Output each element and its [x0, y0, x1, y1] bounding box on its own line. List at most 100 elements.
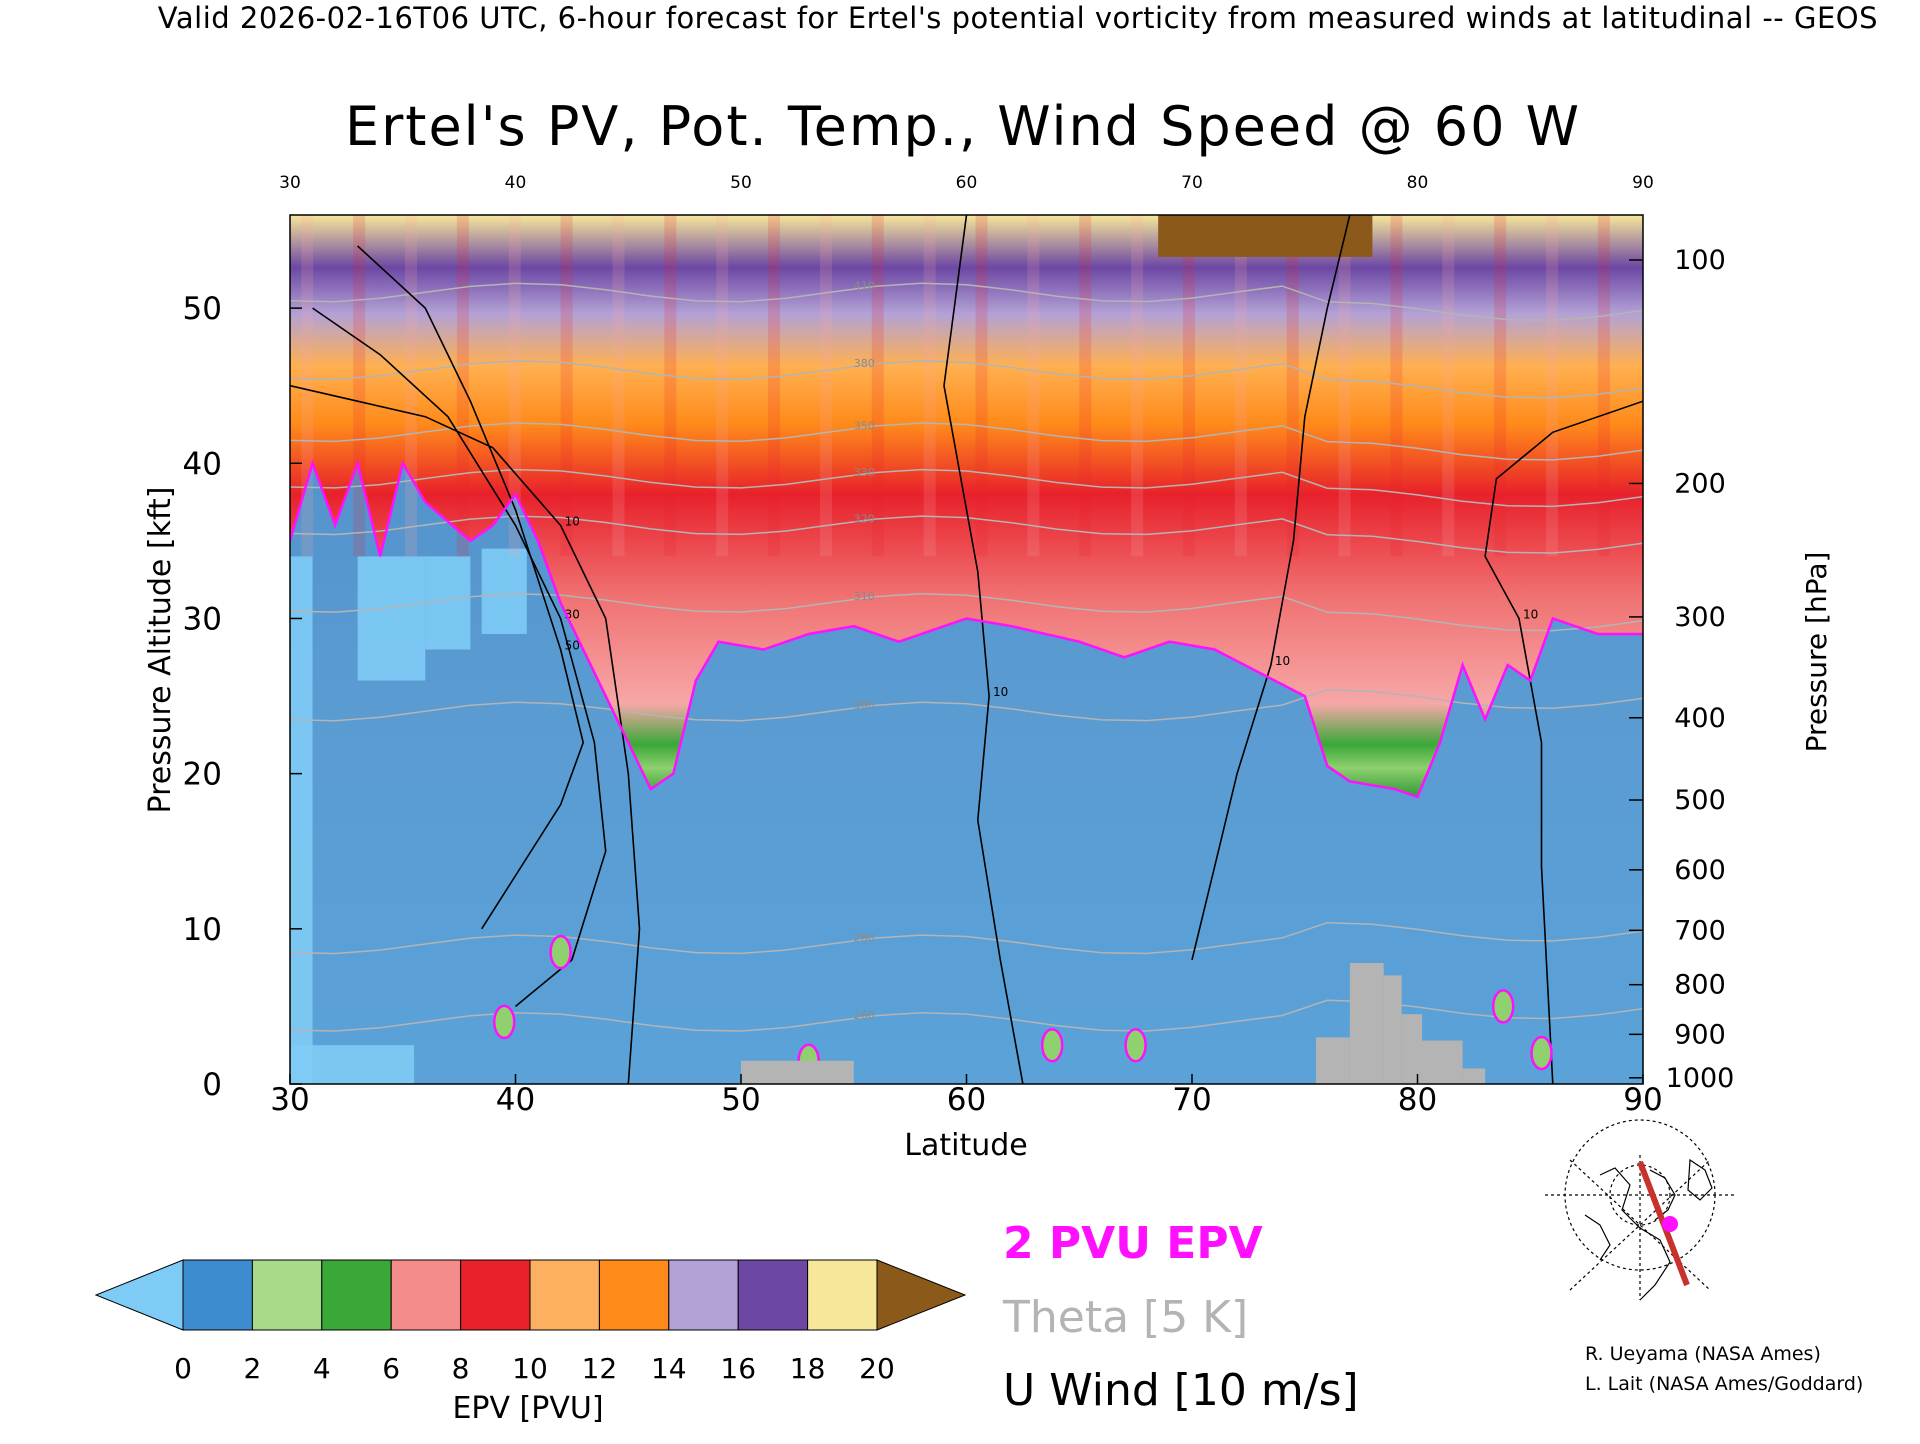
y-axis-right-label: Pressure [hPa] — [1800, 552, 1833, 753]
y-tick-label: 0 — [202, 1067, 222, 1103]
x-tick-label: 30 — [270, 1082, 309, 1118]
low-pv-patches — [290, 548, 527, 1084]
y-tick-label: 10 — [183, 912, 222, 948]
x-top-tick-label: 40 — [505, 173, 527, 193]
wind-contour-label: 10 — [565, 514, 580, 528]
wind-contour-label: 10 — [1523, 607, 1538, 621]
pv-streak — [871, 215, 884, 557]
colorbar-bin — [321, 1259, 392, 1331]
pv-streak — [1338, 215, 1351, 557]
pressure-tick-label: 600 — [1674, 855, 1726, 886]
terrain-block — [1422, 1040, 1463, 1084]
colorbar-bin — [390, 1259, 462, 1331]
header-text: Valid 2026-02-16T06 UTC, 6-hour forecast… — [158, 1, 1878, 35]
theta-line — [290, 282, 1643, 321]
terrain-block — [741, 1060, 854, 1084]
colorbar-bin — [598, 1259, 670, 1331]
theta-label: 380 — [854, 357, 875, 370]
x-top-tick-label: 60 — [956, 173, 978, 193]
colorbar-tick-label: 8 — [452, 1352, 470, 1385]
colorbar-label: EPV [PVU] — [452, 1391, 603, 1426]
low-pv-patch — [425, 556, 471, 650]
theta-line — [290, 515, 1643, 554]
wind-contour — [357, 245, 585, 930]
pv-streak — [975, 215, 988, 557]
credit-line-2: L. Lait (NASA Ames/Goddard) — [1585, 1373, 1863, 1395]
pv-streak — [1546, 215, 1559, 557]
colorbar-bin — [251, 1259, 323, 1331]
legend-theta: Theta [5 K] — [1002, 1292, 1248, 1343]
terrain — [741, 962, 1486, 1084]
pressure-tick-label: 700 — [1674, 915, 1726, 946]
epv-island — [492, 1004, 516, 1040]
theta-line — [290, 468, 1643, 508]
pv-streak — [923, 215, 936, 557]
pv-streak — [1286, 215, 1299, 557]
theta-isentropes: 260 280 300 310 320 330 350 380 410 — [290, 280, 1643, 1032]
wind-contour-label: 50 — [565, 639, 580, 653]
wind-contour — [1484, 400, 1643, 1084]
colorbar-high-arrow — [876, 1259, 967, 1331]
colorbar-bin — [460, 1259, 531, 1331]
pv-streak — [1234, 215, 1247, 557]
pv-streak — [1079, 215, 1092, 557]
theta-label: 310 — [854, 590, 875, 603]
theta-line — [290, 921, 1643, 955]
x-tick-label: 40 — [496, 1082, 535, 1118]
pressure-tick-label: 200 — [1674, 468, 1726, 499]
pv-streak — [1390, 215, 1403, 557]
epv-island — [1530, 1035, 1553, 1071]
colorbar-tick-label: 18 — [790, 1352, 826, 1385]
colorbar-tick-label: 0 — [174, 1352, 192, 1385]
theta-line — [290, 592, 1643, 632]
y-tick-label: 20 — [183, 757, 222, 793]
locator-map-outline — [1545, 1119, 1737, 1301]
x-tick-label: 70 — [1172, 1082, 1211, 1118]
low-pv-patch — [290, 556, 313, 1084]
colorbar-bin — [737, 1259, 809, 1331]
pv-streak — [1131, 215, 1144, 557]
x-tick-label: 60 — [947, 1082, 986, 1118]
colorbar-low-arrow — [94, 1259, 184, 1331]
epv-2pvu-contour — [290, 458, 1643, 799]
terrain-block — [1316, 1037, 1350, 1084]
pv-streak — [508, 215, 521, 557]
wind-contour — [943, 215, 1024, 1084]
y-tick-label: 50 — [183, 291, 222, 327]
legend: 2 PVU EPV Theta [5 K] U Wind [10 m/s] — [1002, 1218, 1359, 1416]
pv-streak — [716, 215, 729, 557]
low-pv-patch — [481, 548, 527, 634]
colorbar-tick-label: 12 — [582, 1352, 618, 1385]
epv-island — [1040, 1027, 1064, 1063]
wind-contour-label: 10 — [1275, 654, 1290, 668]
x-top-tick-label: 50 — [730, 173, 752, 193]
x-top-tick-label: 70 — [1181, 173, 1203, 193]
theta-label: 280 — [854, 931, 875, 944]
wind-contour-label: 10 — [993, 685, 1008, 699]
pressure-tick-label: 1000 — [1666, 1063, 1735, 1094]
pv-streak — [819, 215, 832, 557]
pv-streak — [560, 215, 573, 557]
colorbar-tick-label: 6 — [382, 1352, 400, 1385]
x-axis-label: Latitude — [904, 1128, 1027, 1163]
colorbar-bin — [807, 1259, 878, 1331]
pv-streak — [1494, 215, 1507, 557]
pv-streak — [353, 215, 366, 557]
pressure-tick-label: 900 — [1674, 1019, 1726, 1050]
pressure-tick-label: 300 — [1674, 602, 1726, 633]
y-axis-label: Pressure Altitude [kft] — [143, 487, 178, 814]
terrain-block — [1349, 962, 1384, 1084]
high-pv-region — [1158, 215, 1373, 257]
pressure-tick-label: 800 — [1674, 970, 1726, 1001]
colorbar: 0 2 4 6 8 10 12 14 16 18 20 — [94, 1259, 967, 1385]
theta-label: 260 — [854, 1009, 875, 1022]
terrain-block — [1462, 1068, 1486, 1084]
terrain-block — [1401, 1014, 1423, 1084]
colorbar-tick-label: 16 — [720, 1352, 756, 1385]
theta-line — [290, 999, 1643, 1032]
x-top-tick-label: 30 — [279, 173, 301, 193]
colorbar-tick-label: 4 — [313, 1352, 331, 1385]
